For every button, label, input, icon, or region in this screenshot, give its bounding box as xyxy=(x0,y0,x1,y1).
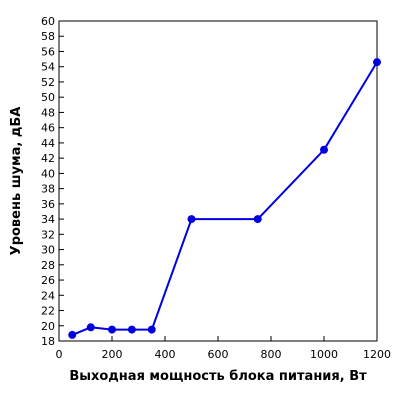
y-tick-label: 22 xyxy=(41,305,55,318)
y-tick-label: 34 xyxy=(41,213,55,226)
series-layer xyxy=(68,58,381,339)
y-tick-label: 28 xyxy=(41,259,55,272)
x-axis-ticks: 0 200 400 600 800 1000 1200 xyxy=(56,336,391,361)
series-line xyxy=(71,61,378,336)
y-tick-label: 58 xyxy=(41,30,55,43)
y-tick-label: 40 xyxy=(41,167,55,180)
y-tick-label: 60 xyxy=(41,15,55,28)
x-tick-label: 600 xyxy=(208,348,229,361)
y-tick-label: 44 xyxy=(41,137,55,150)
data-point xyxy=(86,323,95,332)
y-tick-label: 52 xyxy=(41,76,55,89)
y-tick-label: 30 xyxy=(41,244,55,257)
data-point xyxy=(373,58,381,67)
y-tick-label: 46 xyxy=(41,122,55,135)
y-tick-label: 32 xyxy=(41,228,55,241)
data-point xyxy=(253,215,262,224)
data-point xyxy=(147,325,156,334)
y-tick-label: 24 xyxy=(41,289,55,302)
data-point xyxy=(68,330,77,339)
y-tick-label: 38 xyxy=(41,183,55,196)
data-point xyxy=(187,215,196,224)
y-tick-label: 42 xyxy=(41,152,55,165)
data-point xyxy=(108,325,116,334)
y-tick-label: 48 xyxy=(41,106,55,119)
y-tick-label: 50 xyxy=(41,91,55,104)
y-tick-label: 36 xyxy=(41,198,55,211)
y-tick-label: 54 xyxy=(41,61,55,74)
y-tick-label: 20 xyxy=(41,320,55,333)
data-point xyxy=(320,145,328,154)
y-axis-ticks: 18 20 22 24 26 28 30 32 34 36 38 40 42 44 46 48 50 52 54 56… xyxy=(41,15,64,348)
y-tick-label: 56 xyxy=(41,45,55,58)
y-tick-label: 18 xyxy=(41,335,55,348)
x-tick-label: 800 xyxy=(261,348,282,361)
y-axis-title: Уровень шума, дБА xyxy=(9,107,24,256)
x-tick-label: 1200 xyxy=(363,348,391,361)
plot-area-frame xyxy=(58,20,378,342)
x-tick-label: 200 xyxy=(102,348,123,361)
x-tick-label: 400 xyxy=(155,348,176,361)
x-axis-title: Выходная мощность блока питания, Вт xyxy=(69,369,367,384)
data-point xyxy=(127,325,136,334)
x-tick-label: 1000 xyxy=(310,348,338,361)
x-tick-label: 0 xyxy=(56,348,63,361)
y-tick-label: 26 xyxy=(41,274,55,287)
